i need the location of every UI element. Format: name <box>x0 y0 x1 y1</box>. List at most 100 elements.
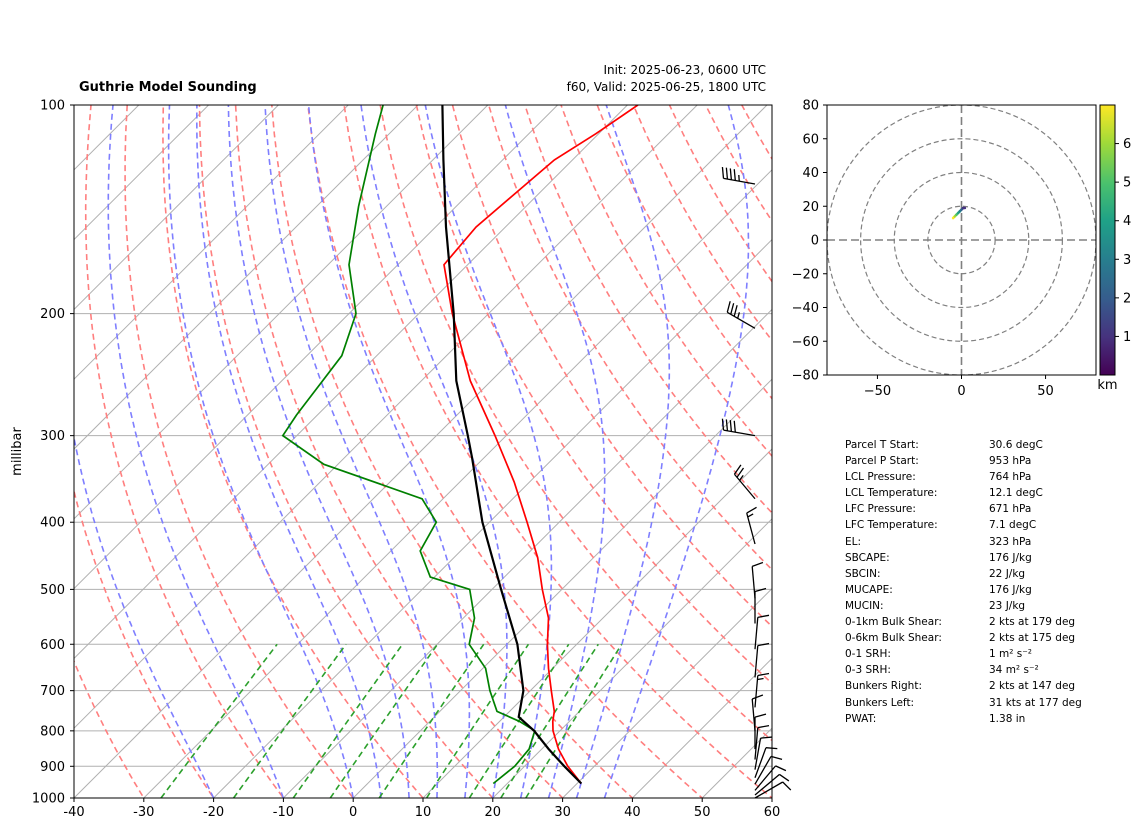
stat-value: 2 kts at 175 deg <box>989 632 1076 645</box>
isotherm-line <box>74 105 558 590</box>
y-tick-label: 1000 <box>32 792 65 807</box>
hodo-x-tick-label: 50 <box>1037 384 1054 399</box>
moist-adiabat <box>167 105 354 798</box>
stat-label: MUCAPE: <box>845 583 893 596</box>
stat-label: LFC Temperature: <box>845 519 938 532</box>
x-tick-label: -20 <box>203 805 224 820</box>
moist-adiabat <box>504 105 606 798</box>
stat-label: 0-1km Bulk Shear: <box>845 616 942 629</box>
mixing-ratio-line <box>292 643 404 798</box>
barb-flag <box>775 765 787 772</box>
stat-label: Parcel T Start: <box>845 439 919 451</box>
barb-shaft <box>754 756 772 785</box>
stat-row: EL: 323 hPa <box>845 534 1082 550</box>
y-tick-label: 800 <box>40 724 65 739</box>
wind-barb <box>754 755 783 785</box>
stat-row: LFC Pressure: 671 hPa <box>845 501 1082 517</box>
hodo-x-tick-label: 0 <box>957 384 965 399</box>
stat-value: 671 hPa <box>989 503 1032 516</box>
colorbar-tick-label: 2 <box>1123 291 1131 306</box>
wind-barb <box>754 736 772 770</box>
y-tick-label: 400 <box>40 516 65 531</box>
x-tick-label: 40 <box>624 805 641 820</box>
wind-barb <box>754 672 770 708</box>
wind-barb <box>751 694 764 731</box>
barb-shaft <box>754 765 777 791</box>
barb-shaft <box>733 473 756 500</box>
barb-flag <box>754 713 767 718</box>
barb-flag <box>757 614 770 618</box>
barb-shaft <box>754 675 759 708</box>
stat-row: SBCAPE: 176 J/kg <box>845 550 1082 566</box>
wind-barb <box>754 587 767 624</box>
barb-flag <box>754 587 767 593</box>
barb-shaft <box>754 617 759 650</box>
hodo-y-tick-label: −60 <box>792 335 819 350</box>
barb-shaft <box>754 747 767 778</box>
hodo-x-tick-label: −50 <box>864 384 891 399</box>
stat-row: Parcel T Start: 30.6 degC <box>845 437 1082 453</box>
dry-adiabat <box>379 105 772 742</box>
mixing-ratio-line <box>232 643 347 798</box>
dry-adiabat <box>124 105 355 798</box>
stat-value: 12.1 degC <box>989 487 1043 500</box>
y-axis-label: millibar <box>10 427 25 476</box>
barb-shaft <box>723 429 756 437</box>
moist-adiabat <box>575 105 671 798</box>
stat-row: SBCIN: 22 J/kg <box>845 566 1082 582</box>
stat-value: 7.1 degC <box>989 519 1037 532</box>
barb-flag <box>757 642 770 647</box>
isotherm-line <box>74 105 698 729</box>
barb-flag <box>729 168 733 180</box>
colorbar-tick-label: 6 <box>1123 137 1131 152</box>
isotherm-line <box>74 105 349 380</box>
colorbar-tick-label: 1 <box>1123 330 1131 345</box>
colorbar-tick-label: 4 <box>1123 214 1131 229</box>
barb-flag <box>765 747 778 750</box>
hodo-y-tick-label: 40 <box>802 166 819 181</box>
barb-flag <box>721 418 725 431</box>
barb-flag <box>733 305 738 317</box>
colorbar <box>1099 104 1116 376</box>
isotherm-line <box>283 308 772 798</box>
dry-adiabat <box>415 105 772 685</box>
stat-value: 34 m² s⁻² <box>989 664 1039 677</box>
barb-flag <box>729 420 733 432</box>
barb-flag <box>751 694 764 700</box>
colorbar-tick-label: 3 <box>1123 253 1131 268</box>
mixing-ratio-line <box>500 643 599 798</box>
x-tick-label: 20 <box>485 805 502 820</box>
barb-flag <box>733 169 736 181</box>
x-tick-label: 50 <box>694 805 711 820</box>
colorbar-tick-label: 5 <box>1123 176 1131 191</box>
stat-label: LCL Temperature: <box>845 487 938 500</box>
hodo-y-tick-label: −80 <box>792 369 819 384</box>
wind-barb <box>754 765 787 791</box>
stat-row: MUCIN: 23 J/kg <box>845 598 1082 614</box>
hodo-y-tick-label: 20 <box>802 200 819 215</box>
stat-value: 31 kts at 177 deg <box>989 696 1082 709</box>
sounding-stats-table: Parcel T Start: 30.6 degC Parcel P Start: 9… <box>845 437 1082 727</box>
moist-adiabat <box>227 105 410 798</box>
mixing-ratio-line <box>525 643 623 798</box>
barb-shaft <box>746 512 756 545</box>
init-time: Init: 2025-06-23, 0600 UTC <box>603 63 766 77</box>
stat-label: 0-1 SRH: <box>845 648 891 661</box>
wind-barb <box>754 724 770 760</box>
isotherm-line <box>562 587 772 798</box>
barb-flag <box>779 773 790 782</box>
mixing-ratio-line <box>378 643 485 798</box>
barb-shaft <box>754 645 759 678</box>
stat-value: 30.6 degC <box>989 439 1043 451</box>
isotherm-line <box>143 169 772 798</box>
isotherm-line <box>74 105 628 660</box>
stat-row: LCL Pressure: 764 hPa <box>845 469 1082 485</box>
x-tick-label: -30 <box>133 805 154 820</box>
stat-row: Bunkers Right: 2 kts at 147 deg <box>845 678 1082 694</box>
isotherm-line <box>422 448 772 798</box>
dry-adiabat <box>198 105 494 798</box>
moist-adiabat <box>603 105 750 798</box>
hodo-y-tick-label: 60 <box>802 132 819 147</box>
moist-adiabat <box>74 433 215 798</box>
isotherm-line <box>74 105 419 450</box>
